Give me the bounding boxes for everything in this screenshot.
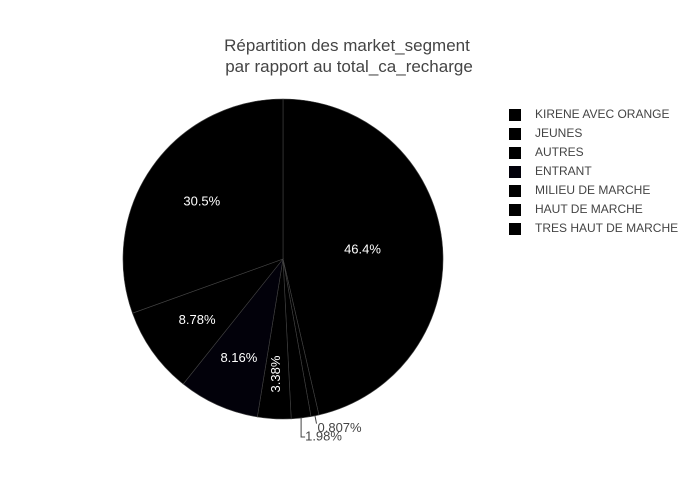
pie-labels: 46.4% 0.807%1.98% 3.38% 8.16% 8.78% 30.5% [179,193,382,443]
legend: KIRENE AVEC ORANGE JEUNES AUTRES ENTRANT MIL… [509,107,678,235]
legend-label-autres[interactable]: AUTRES [535,145,584,159]
legend-label-kirene-avec-orange[interactable]: KIRENE AVEC ORANGE [535,107,669,121]
legend-label-haut-de-marche[interactable]: HAUT DE MARCHE [535,202,643,216]
pie-slice-kirene-avec-orange [282,98,444,416]
legend-label-entrant[interactable]: ENTRANT [535,164,592,178]
pie-slices [122,98,444,420]
pie-slice-jeunes [122,98,284,314]
slice-label-milieu-de-marche: 3.38% [268,355,283,392]
slice-label-entrant: 8.16% [220,350,257,365]
chart-title-line-2: par rapport au total_ca_recharge [225,57,473,76]
slice-label-haut-de-marche: 1.98% [305,428,342,443]
pie-slice-autres [132,258,284,385]
leader-line-tres-haut-de-marche [314,415,317,424]
legend-swatch-entrant[interactable] [509,166,521,178]
chart-title-line-1: Répartition des market_segment [224,36,470,55]
legend-swatch-haut-de-marche[interactable] [509,204,521,216]
legend-swatch-tres-haut-de-marche[interactable] [509,223,521,235]
slice-label-jeunes: 30.5% [183,193,220,208]
legend-swatch-jeunes[interactable] [509,128,521,140]
legend-swatch-kirene-avec-orange[interactable] [509,109,521,121]
slice-label-tres-haut-de-marche: 0.807% [318,420,363,435]
legend-swatch-autres[interactable] [509,147,521,159]
slice-label-kirene-avec-orange: 46.4% [344,241,381,256]
legend-label-tres-haut-de-marche[interactable]: TRES HAUT DE MARCHE [535,221,678,235]
legend-label-jeunes[interactable]: JEUNES [535,126,582,140]
leader-line-haut-de-marche [300,418,306,438]
legend-swatch-milieu-de-marche[interactable] [509,185,521,197]
slice-label-autres: 8.78% [179,312,216,327]
legend-label-milieu-de-marche[interactable]: MILIEU DE MARCHE [535,183,650,197]
